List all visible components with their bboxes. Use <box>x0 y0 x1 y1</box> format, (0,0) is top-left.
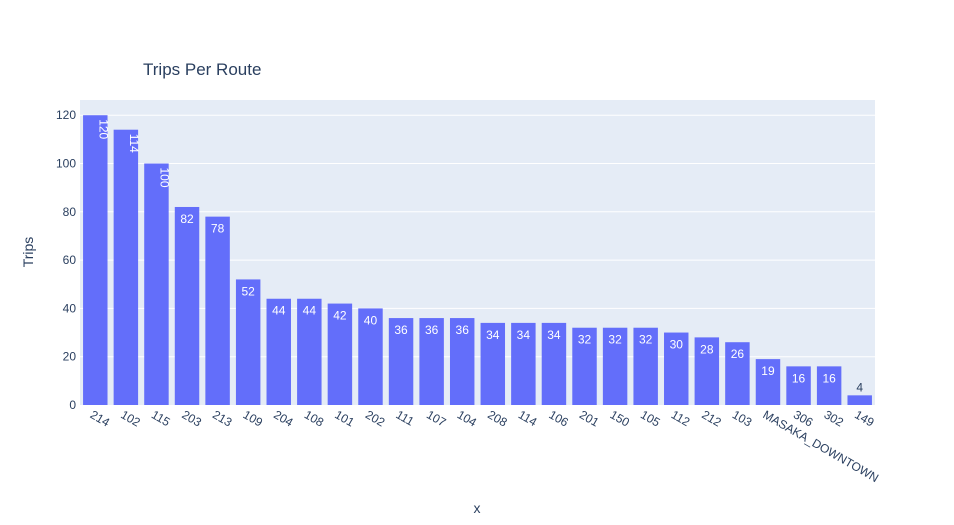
x-tick-label: 203 <box>180 407 205 429</box>
data-label: 40 <box>364 313 378 327</box>
data-label: 32 <box>608 333 622 347</box>
bar <box>480 322 506 405</box>
x-tick-label: 105 <box>638 407 663 429</box>
data-label: 82 <box>180 212 194 226</box>
data-label: 42 <box>333 309 347 323</box>
data-label: 34 <box>517 328 531 342</box>
x-tick-label: 201 <box>577 407 602 429</box>
bar <box>572 327 597 405</box>
y-tick-label: 0 <box>69 398 76 412</box>
data-label: 120 <box>96 119 110 139</box>
x-tick-label: 212 <box>699 407 724 429</box>
x-tick-label: 101 <box>332 407 357 429</box>
data-label: 32 <box>578 333 592 347</box>
data-label: 114 <box>127 134 141 153</box>
y-tick-label: 20 <box>63 350 77 364</box>
x-tick-label: 115 <box>149 407 173 429</box>
bar <box>235 279 261 405</box>
x-tick-label: 104 <box>455 407 480 429</box>
bar <box>205 216 230 405</box>
bar <box>694 337 720 405</box>
data-label: 28 <box>700 342 714 356</box>
chart-title: Trips Per Route <box>143 60 261 79</box>
bars <box>83 115 872 405</box>
data-label: 16 <box>822 371 836 385</box>
x-axis-ticks: 214 102 115 203 213 109 204 108 101 202 111 107 104 2… <box>88 407 881 485</box>
data-label: 34 <box>486 328 500 342</box>
data-label: 32 <box>639 333 653 347</box>
data-label: 36 <box>456 323 470 337</box>
y-tick-label: 120 <box>56 108 76 122</box>
data-label: 36 <box>394 323 408 337</box>
data-label: 36 <box>425 323 439 337</box>
x-tick-label: 214 <box>88 407 113 429</box>
bar <box>664 332 689 405</box>
data-label: 19 <box>761 364 775 378</box>
x-axis-title: x <box>474 500 481 516</box>
y-axis-title: Trips <box>20 237 36 268</box>
x-tick-label: 213 <box>210 407 235 429</box>
bar <box>113 129 139 405</box>
x-tick-label: 114 <box>516 407 540 429</box>
data-label: 44 <box>303 304 317 318</box>
bar <box>847 395 872 405</box>
bar <box>511 322 536 405</box>
bar <box>144 163 169 405</box>
data-label: 30 <box>670 338 684 352</box>
data-label: 16 <box>792 371 806 385</box>
y-tick-label: 60 <box>63 253 77 267</box>
x-tick-label: 111 <box>394 407 417 428</box>
x-tick-label: 302 <box>822 407 847 429</box>
y-axis-ticks: 0 20 40 60 80 100 120 <box>56 108 76 412</box>
x-tick-label: 108 <box>302 407 327 429</box>
x-tick-label: 103 <box>730 407 755 429</box>
data-label: 34 <box>547 328 561 342</box>
data-label: 26 <box>731 347 745 361</box>
data-label: 44 <box>272 304 286 318</box>
y-tick-label: 40 <box>63 301 77 315</box>
bar <box>602 327 628 405</box>
y-tick-label: 80 <box>63 205 77 219</box>
x-tick-label: 112 <box>669 407 693 429</box>
bar <box>327 303 353 405</box>
bar <box>725 342 750 405</box>
bar <box>297 298 322 405</box>
data-labels: 120 114 100 82 78 52 44 44 42 40 36 36 36 34 34 34 32 32 3… <box>96 119 863 394</box>
x-tick-label: 109 <box>241 407 266 429</box>
x-tick-label: 150 <box>608 407 633 429</box>
x-tick-label: 202 <box>363 407 388 429</box>
bar <box>633 327 658 405</box>
bar <box>174 206 200 405</box>
bar <box>419 318 444 405</box>
bar <box>541 322 567 405</box>
data-label: 78 <box>211 222 225 236</box>
bar <box>786 366 811 405</box>
x-tick-label: 149 <box>852 407 877 429</box>
x-tick-label: 204 <box>271 407 296 429</box>
bar <box>816 366 842 405</box>
bar <box>388 318 414 405</box>
x-tick-label: 208 <box>485 407 510 429</box>
data-label: 4 <box>856 380 863 394</box>
bar <box>266 298 291 405</box>
data-label: 52 <box>241 284 255 298</box>
x-tick-label: 102 <box>118 407 143 429</box>
x-tick-label: 106 <box>546 407 571 429</box>
data-label: 100 <box>157 168 171 188</box>
bar <box>449 318 475 405</box>
bar <box>755 359 781 405</box>
bar <box>83 115 108 405</box>
y-tick-label: 100 <box>56 157 76 171</box>
x-tick-label: 107 <box>424 407 449 429</box>
bar <box>358 308 383 405</box>
